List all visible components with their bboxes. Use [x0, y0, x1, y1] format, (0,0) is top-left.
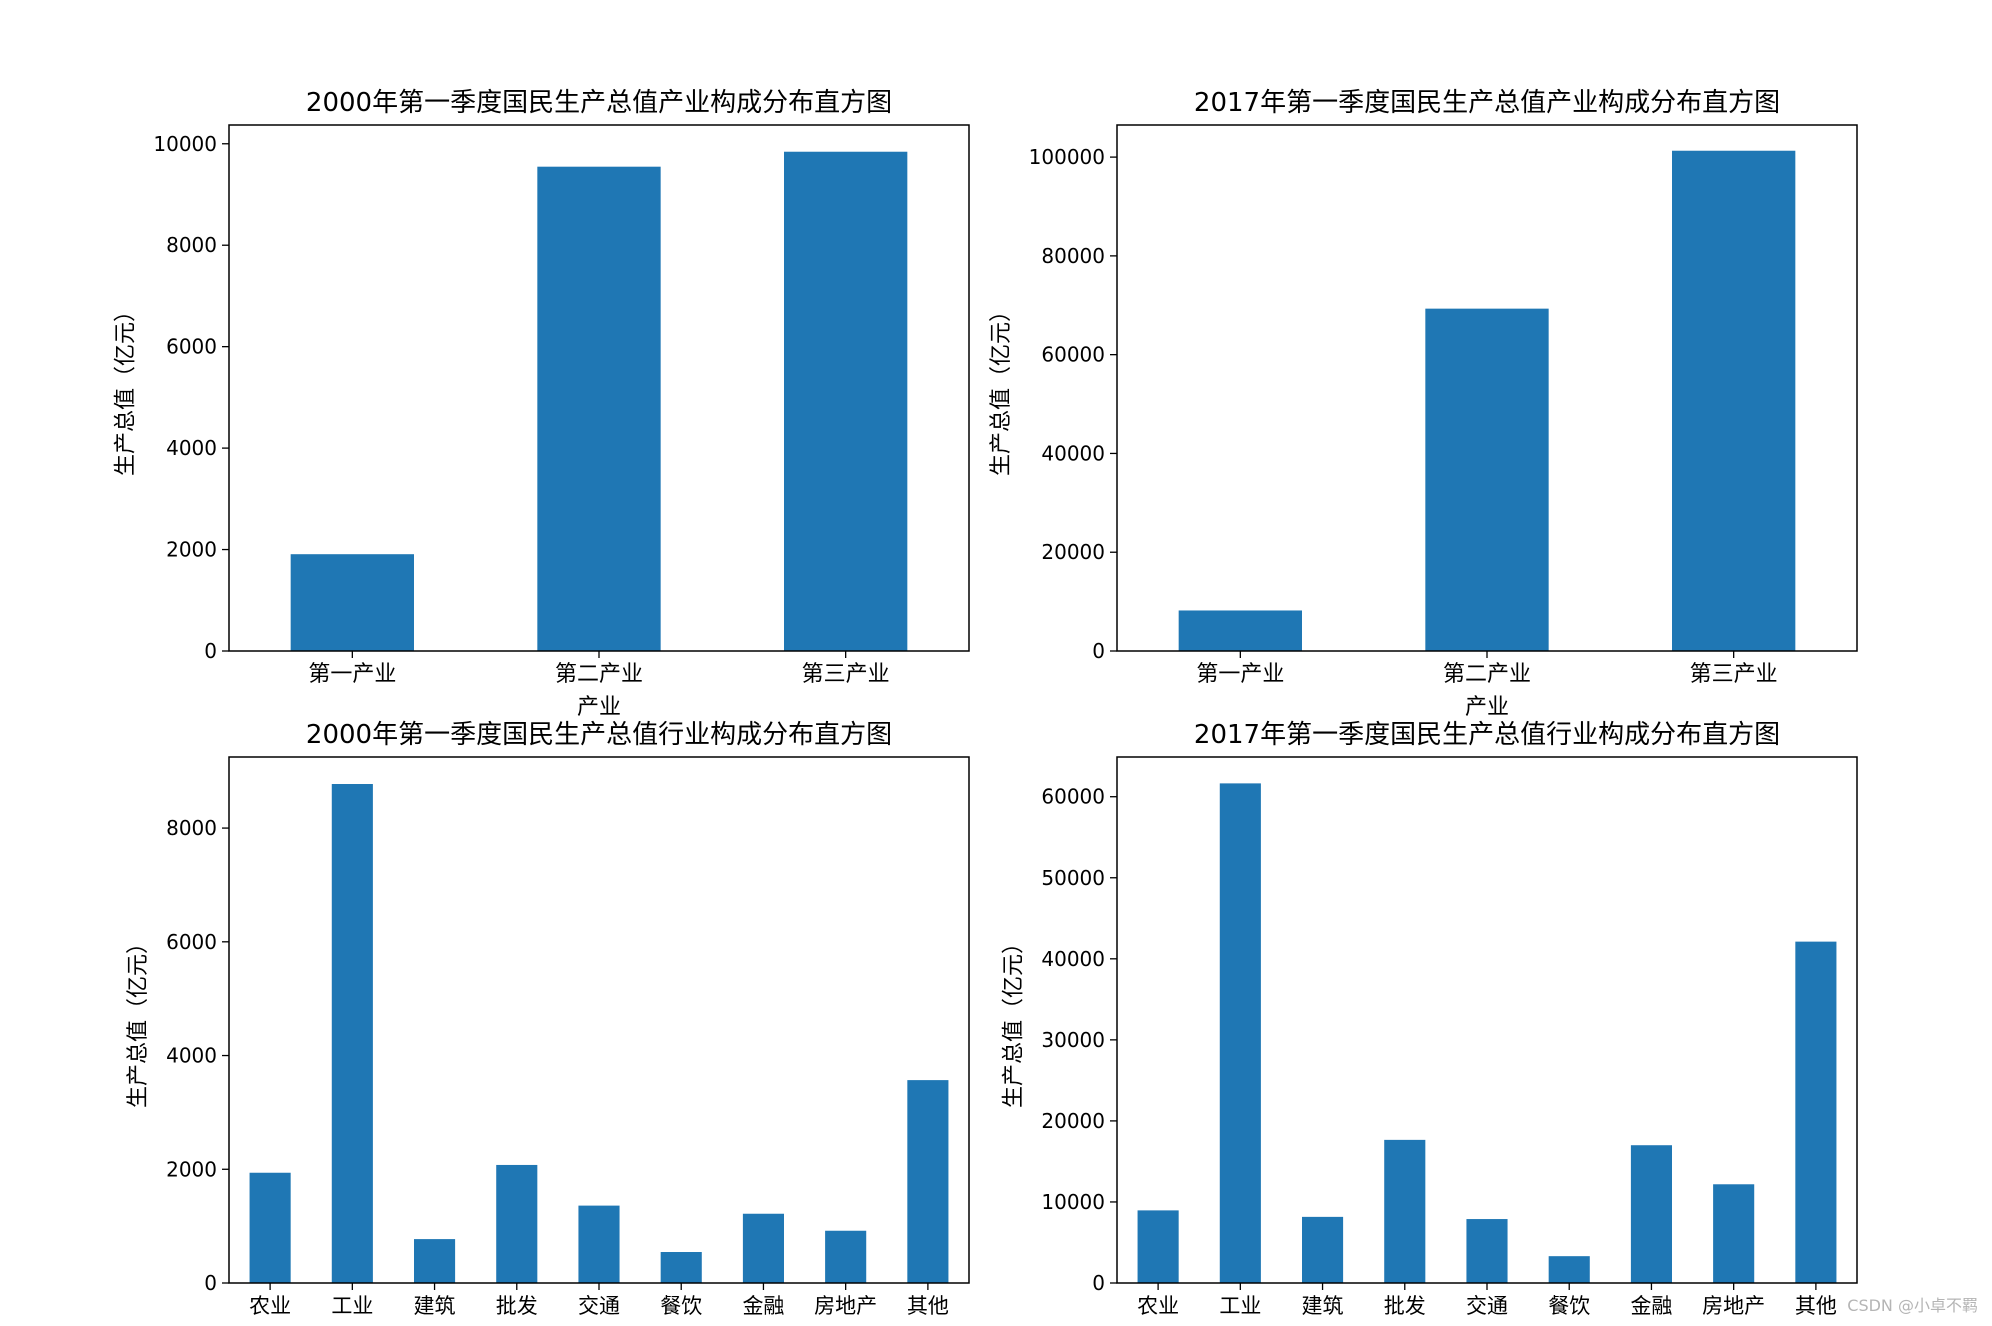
bar-第二产业 — [1425, 308, 1549, 651]
chart-title: 2000年第一季度国民生产总值行业构成分布直方图 — [306, 720, 892, 750]
y-tick-label: 2000 — [166, 538, 217, 562]
bar-交通 — [578, 1205, 620, 1283]
y-tick-label: 6000 — [166, 335, 217, 359]
chart-1: 0 2000 4000 6000 8000 10000 第一产业 第二产业 第三产业 2000年第… — [114, 88, 970, 720]
y-tick-label: 2000 — [166, 1157, 217, 1181]
y-tick-label: 10000 — [1041, 1190, 1105, 1214]
bar-建筑 — [414, 1239, 456, 1283]
bar-餐饮 — [660, 1252, 702, 1283]
y-tick-label: 80000 — [1041, 244, 1105, 268]
y-tick-label: 4000 — [166, 436, 217, 460]
bar-其他 — [1795, 941, 1837, 1283]
bar-工业 — [331, 784, 373, 1283]
bar-批发 — [496, 1164, 538, 1283]
x-tick-label: 交通 — [1466, 1294, 1508, 1318]
bar-第一产业 — [290, 554, 414, 651]
x-tick-label: 房地产 — [1702, 1294, 1765, 1318]
bar-第三产业 — [784, 151, 908, 652]
chart-4: 0 10000 20000 30000 40000 50000 60000 农业 工业 建筑 批发 交… — [1002, 720, 1858, 1318]
y-tick-label: 60000 — [1041, 343, 1105, 367]
y-tick-label: 40000 — [1041, 947, 1105, 971]
x-tick-label: 第二产业 — [555, 662, 643, 687]
bar-农业 — [1137, 1210, 1179, 1283]
bar-批发 — [1384, 1139, 1426, 1283]
x-tick-label: 金融 — [742, 1294, 784, 1318]
bar-第一产业 — [1178, 610, 1302, 651]
chart-title: 2017年第一季度国民生产总值产业构成分布直方图 — [1194, 88, 1780, 118]
y-tick-label: 6000 — [166, 930, 217, 954]
y-tick-label: 60000 — [1041, 785, 1105, 809]
x-tick-label: 房地产 — [814, 1294, 877, 1318]
bar-餐饮 — [1548, 1256, 1590, 1283]
y-tick-label: 50000 — [1041, 866, 1105, 890]
x-tick-label: 第一产业 — [1196, 662, 1284, 687]
bar-房地产 — [825, 1230, 867, 1283]
bar-金融 — [742, 1213, 784, 1283]
watermark-text: CSDN @小卓不羁 — [1847, 1296, 1978, 1315]
bar-第三产业 — [1672, 150, 1796, 652]
y-tick-label: 0 — [1092, 639, 1105, 663]
y-tick-label: 100000 — [1029, 145, 1105, 169]
x-tick-label: 工业 — [1219, 1294, 1261, 1318]
y-tick-label: 20000 — [1041, 1109, 1105, 1133]
chart-title: 2017年第一季度国民生产总值行业构成分布直方图 — [1194, 720, 1780, 750]
y-tick-label: 4000 — [166, 1044, 217, 1068]
x-tick-label: 批发 — [496, 1294, 538, 1318]
x-tick-label: 农业 — [249, 1294, 291, 1318]
x-tick-label: 农业 — [1137, 1294, 1179, 1318]
chart-3: 0 2000 4000 6000 8000 农业 工业 建筑 批发 交通 餐饮 金融 房地产 其他 2000… — [126, 720, 970, 1318]
bar-农业 — [249, 1172, 291, 1283]
y-tick-label: 8000 — [166, 233, 217, 257]
x-tick-label: 批发 — [1384, 1294, 1426, 1318]
x-tick-label: 工业 — [331, 1294, 373, 1318]
bar-金融 — [1630, 1145, 1672, 1283]
chart-title: 2000年第一季度国民生产总值产业构成分布直方图 — [306, 88, 892, 118]
x-tick-label: 第三产业 — [802, 662, 890, 687]
y-tick-label: 0 — [1092, 1271, 1105, 1295]
x-tick-label: 第二产业 — [1443, 662, 1531, 687]
x-axis-label: 产业 — [1465, 695, 1509, 720]
bar-建筑 — [1302, 1216, 1344, 1283]
bar-房地产 — [1713, 1184, 1755, 1283]
y-axis-label: 生产总值（亿元） — [1002, 932, 1027, 1108]
bar-其他 — [907, 1080, 949, 1283]
y-tick-label: 20000 — [1041, 540, 1105, 564]
x-tick-label: 餐饮 — [660, 1294, 702, 1318]
chart-2: 0 20000 40000 60000 80000 100000 第一产业 第二产业 第三产业 2… — [989, 88, 1858, 720]
x-tick-label: 其他 — [907, 1294, 949, 1318]
bar-工业 — [1219, 783, 1261, 1283]
y-axis-label: 生产总值（亿元） — [989, 300, 1014, 476]
x-tick-label: 餐饮 — [1548, 1294, 1590, 1318]
y-tick-label: 40000 — [1041, 441, 1105, 465]
x-tick-label: 建筑 — [414, 1294, 456, 1318]
x-axis-label: 产业 — [577, 695, 621, 720]
x-tick-label: 第三产业 — [1690, 662, 1778, 687]
x-tick-label: 金融 — [1630, 1294, 1672, 1318]
x-tick-label: 第一产业 — [308, 662, 396, 687]
x-tick-label: 建筑 — [1302, 1294, 1344, 1318]
y-tick-label: 0 — [204, 1271, 217, 1295]
y-tick-label: 0 — [204, 639, 217, 663]
x-tick-label: 交通 — [578, 1294, 620, 1318]
bar-交通 — [1466, 1219, 1508, 1283]
y-tick-label: 10000 — [153, 132, 217, 156]
y-tick-label: 8000 — [166, 816, 217, 840]
x-tick-label: 其他 — [1795, 1294, 1837, 1318]
y-tick-label: 30000 — [1041, 1028, 1105, 1052]
y-axis-label: 生产总值（亿元） — [114, 300, 139, 476]
bar-第二产业 — [537, 166, 661, 651]
y-axis-label: 生产总值（亿元） — [126, 932, 151, 1108]
